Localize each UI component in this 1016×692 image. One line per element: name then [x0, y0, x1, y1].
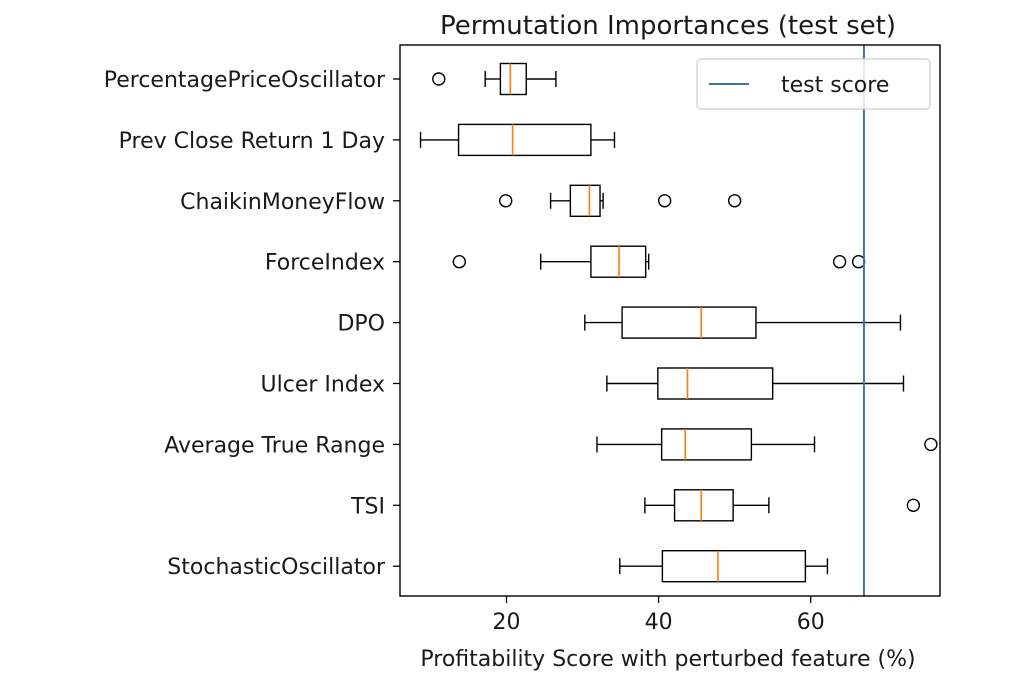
outlier-point [499, 194, 513, 208]
y-tick-label: DPO [337, 312, 385, 337]
legend-box [696, 58, 931, 110]
outlier-point [906, 498, 921, 512]
outlier-point [924, 437, 938, 452]
box-iqr [621, 306, 757, 339]
outlier-point [727, 194, 742, 208]
x-tick-label: 20 [492, 610, 520, 635]
box-dpo: DPO [337, 306, 902, 339]
box-iqr [673, 489, 734, 522]
y-tick-label: ForceIndex [265, 251, 385, 276]
plot-area: PercentagePriceOscillator Prev Close Retu… [104, 45, 938, 635]
outlier-point [452, 255, 467, 269]
box-tsi: TSI [350, 489, 921, 522]
y-tick-label: ChaikinMoneyFlow [180, 190, 385, 215]
y-tick-label: Average True Range [164, 433, 385, 458]
box-forceindex: ForceIndex [265, 245, 866, 278]
outlier-point [851, 255, 866, 269]
legend: test score [696, 58, 931, 110]
outlier-point [832, 255, 847, 269]
outlier-point [657, 194, 672, 208]
x-tick-label: 40 [645, 610, 673, 635]
box-iqr [657, 367, 774, 400]
chart-title: Permutation Importances (test set) [440, 11, 896, 41]
x-axis-title: Profitability Score with perturbed featu… [420, 647, 915, 672]
box-iqr [660, 428, 753, 461]
x-tick-label: 60 [797, 610, 825, 635]
box-average-true-range: Average True Range [164, 428, 938, 461]
outlier-point [432, 72, 446, 86]
box-stochasticoscillator: StochasticOscillator [167, 550, 829, 583]
legend-label: test score [781, 73, 889, 98]
box-prev-close-return-1-day: Prev Close Return 1 Day [119, 123, 616, 157]
box-chaikinmoneyflow: ChaikinMoneyFlow [180, 184, 742, 218]
plot-frame [399, 44, 941, 597]
y-tick-label: StochasticOscillator [167, 555, 386, 580]
box-percentagepriceoscillator: PercentagePriceOscillator [104, 62, 557, 96]
box-ulcer-index: Ulcer Index [261, 367, 905, 400]
box-iqr [457, 123, 592, 157]
y-tick-label: Prev Close Return 1 Day [119, 129, 385, 154]
box-iqr [499, 62, 527, 96]
y-tick-label: Ulcer Index [261, 373, 385, 398]
box-iqr [661, 550, 807, 583]
box-iqr [569, 184, 601, 218]
y-tick-label: TSI [350, 494, 385, 519]
y-tick-label: PercentagePriceOscillator [104, 68, 386, 93]
